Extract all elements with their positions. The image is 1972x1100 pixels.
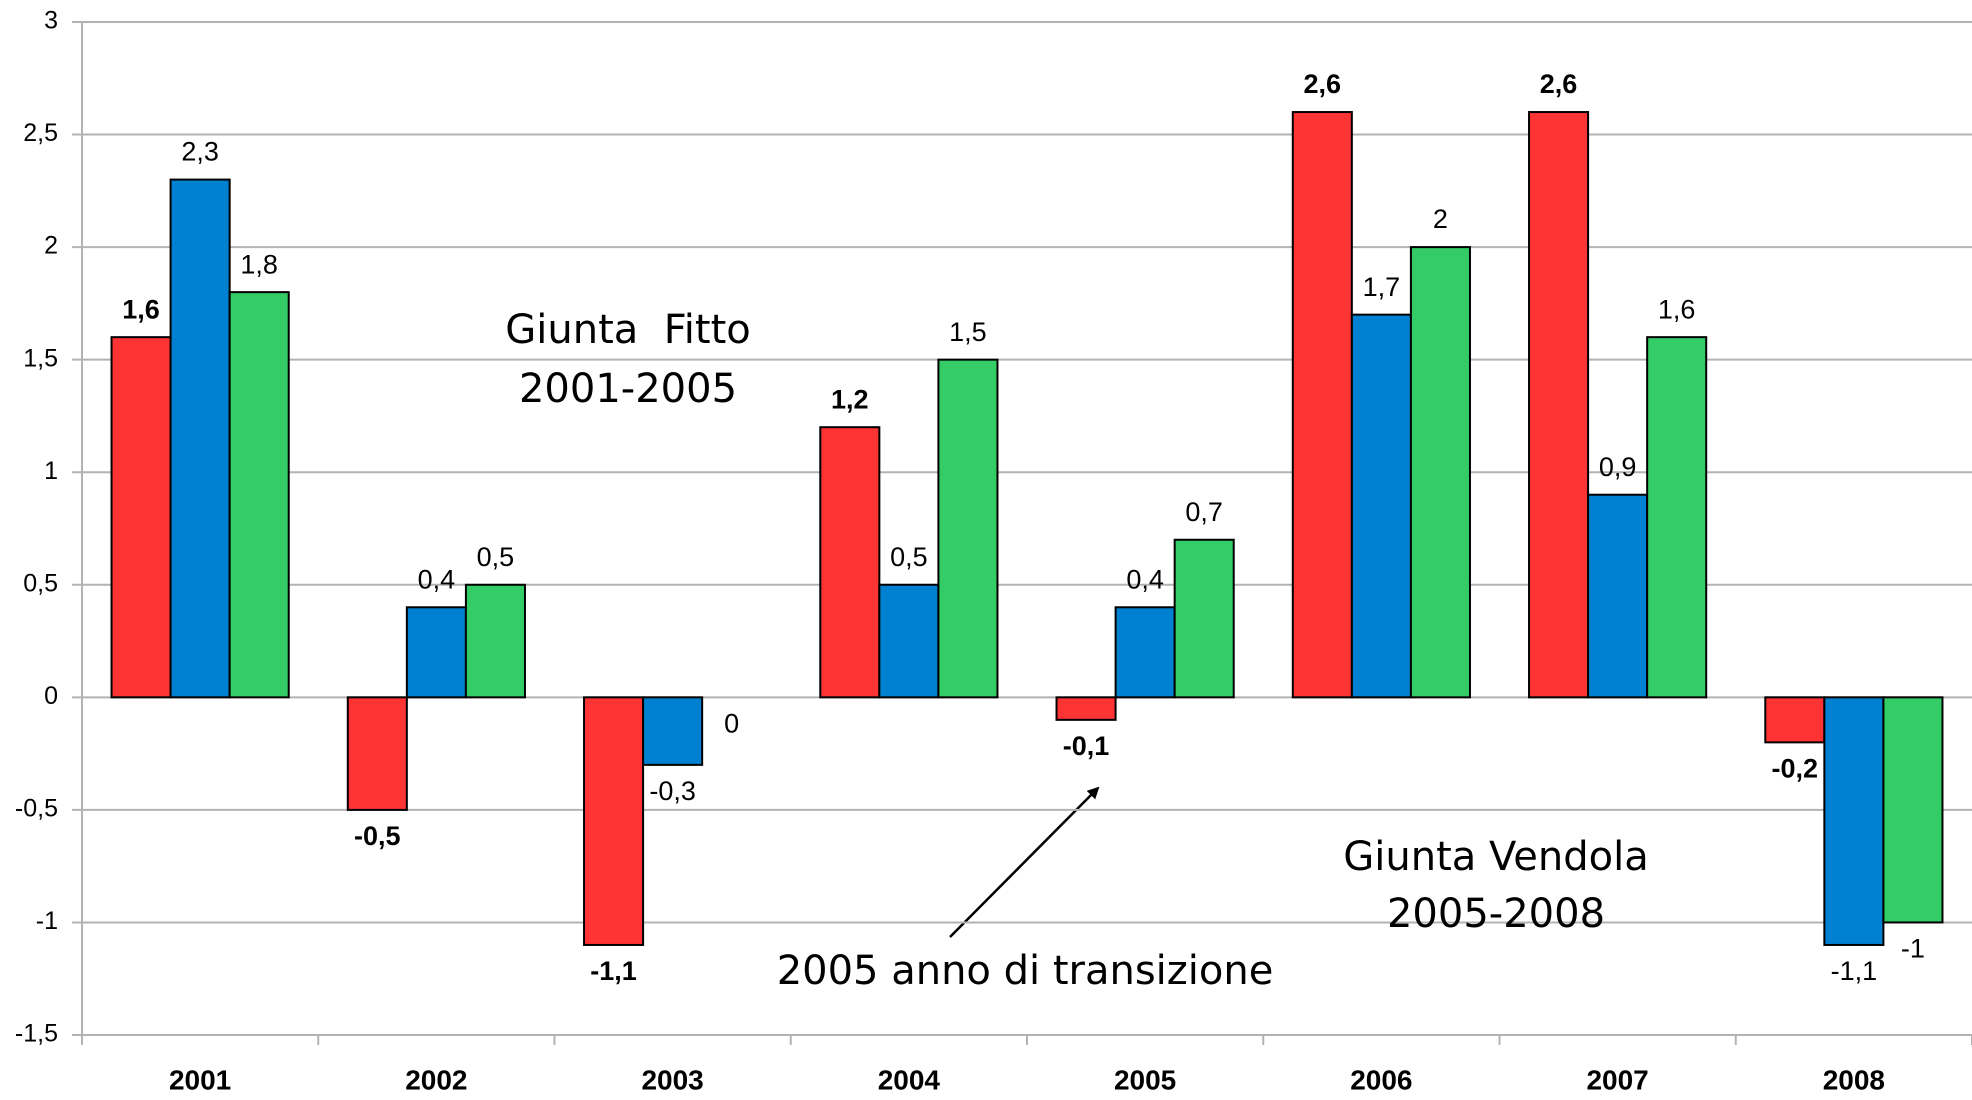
annotation: Giunta Fitto [505, 307, 751, 353]
bar [1291, 111, 1353, 699]
bar [1764, 696, 1826, 744]
data-label: 1,2 [831, 384, 869, 414]
y-tick-label: 2,5 [23, 119, 58, 147]
bar [169, 178, 231, 699]
data-label: 1,6 [122, 294, 160, 324]
annotation: 2001-2005 [519, 366, 737, 412]
data-label: 0 [724, 708, 739, 738]
data-label: -0,2 [1772, 753, 1819, 783]
y-tick-label: 0 [44, 682, 58, 710]
data-label: 0,4 [418, 564, 456, 594]
x-tick-label: 2001 [169, 1064, 231, 1095]
bar [642, 696, 704, 766]
bar [1173, 538, 1235, 699]
y-tick-label: -0,5 [15, 794, 58, 822]
bar [1587, 493, 1649, 699]
bar [346, 696, 408, 811]
data-label: -1 [1901, 934, 1925, 964]
bar [464, 583, 526, 699]
bar [1409, 246, 1471, 699]
data-label: 1,5 [949, 317, 987, 347]
data-label: -1,1 [1831, 956, 1878, 986]
y-tick-label: 0,5 [23, 569, 58, 597]
data-label: 2,6 [1540, 69, 1578, 99]
y-tick-label: 1,5 [23, 344, 58, 372]
x-tick-label: 2003 [641, 1064, 703, 1095]
annotation: 2005 anno di transizione [777, 948, 1274, 994]
y-tick-label: 1 [44, 457, 58, 485]
x-tick-label: 2006 [1350, 1064, 1412, 1095]
data-label: -0,3 [649, 776, 696, 806]
data-label: 1,8 [240, 249, 278, 279]
data-label: 0,5 [477, 542, 515, 572]
bar [1646, 336, 1708, 699]
bar [1055, 696, 1117, 721]
x-tick-label: 2002 [405, 1064, 467, 1095]
data-label: -1,1 [590, 956, 637, 986]
y-tick-label: 2 [44, 232, 58, 260]
data-label: 2 [1433, 204, 1448, 234]
y-tick-label: -1,5 [15, 1020, 58, 1048]
data-label: 1,6 [1658, 294, 1696, 324]
bar [1823, 696, 1885, 946]
data-label: -0,1 [1063, 731, 1110, 761]
data-label: 2,6 [1304, 69, 1342, 99]
x-tick-label: 2005 [1114, 1064, 1176, 1095]
data-label: -0,5 [354, 821, 401, 851]
bar [1114, 606, 1176, 699]
data-label: 0,9 [1599, 452, 1637, 482]
data-label: 2,3 [181, 137, 219, 167]
annotation: 2005-2008 [1387, 891, 1605, 937]
data-label: 1,7 [1363, 272, 1401, 302]
x-tick-label: 2004 [878, 1064, 941, 1095]
bar [878, 583, 940, 699]
x-tick-label: 2008 [1823, 1064, 1885, 1095]
data-label: 0,5 [890, 542, 928, 572]
bar [1528, 111, 1590, 699]
x-tick-label: 2007 [1586, 1064, 1648, 1095]
bar [937, 358, 999, 699]
bar [110, 336, 172, 699]
y-tick-label: -1 [36, 907, 58, 935]
bar [819, 426, 881, 699]
arrow [949, 786, 1100, 938]
data-label: 0,4 [1126, 564, 1164, 594]
bar [1350, 313, 1412, 699]
y-tick-label: 3 [44, 7, 58, 35]
data-label: 0,7 [1185, 497, 1223, 527]
annotation: Giunta Vendola [1343, 834, 1648, 880]
bar [228, 291, 290, 699]
bar [405, 606, 467, 699]
bar [1882, 696, 1944, 924]
bar [583, 696, 645, 946]
